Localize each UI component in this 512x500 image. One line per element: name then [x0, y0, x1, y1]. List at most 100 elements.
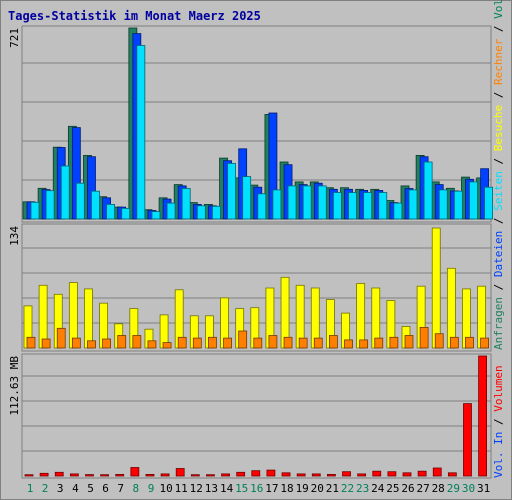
x-tick-label: 13 — [205, 482, 218, 495]
x-tick-label: 26 — [401, 482, 414, 495]
x-tick-label: 27 — [416, 482, 429, 495]
bar-volumen-16 — [251, 470, 261, 477]
bar-rechner-4 — [71, 337, 81, 349]
bar-volumen-5 — [85, 474, 94, 477]
x-tick-label: 21 — [326, 482, 339, 495]
chart-title: Tages-Statistik im Monat Maerz 2025 — [8, 9, 261, 23]
bar-volumen-1 — [24, 474, 34, 477]
bar-rechner-11 — [177, 336, 187, 349]
legend-separator: / — [492, 151, 505, 171]
bar-volumen-2 — [39, 472, 49, 477]
x-tick-label: 28 — [432, 482, 445, 495]
bar-rechner-26 — [404, 335, 414, 349]
bar-besuche-5 — [84, 288, 93, 349]
bar-seiten-28 — [438, 189, 448, 220]
bar-volumen-17 — [266, 469, 276, 477]
bar-volumen-8 — [130, 467, 140, 477]
bar-rechner-25 — [389, 336, 399, 349]
bar-besuche-29 — [446, 267, 456, 349]
bar-rechner-7 — [117, 335, 127, 349]
y-max-label-hits: 721 — [8, 28, 21, 48]
legend-text: Vol. In / Volumen — [492, 365, 505, 478]
bar-besuche-28 — [431, 227, 441, 349]
bar-volumen-6 — [100, 474, 109, 477]
bar-seiten-11 — [181, 188, 191, 220]
bar-seiten-3 — [60, 165, 70, 220]
bar-rechner-15 — [238, 330, 248, 349]
bar-rechner-22 — [344, 339, 353, 349]
bar-volumen-29 — [447, 472, 457, 477]
bar-seiten-5 — [91, 190, 100, 220]
x-tick-label: 17 — [265, 482, 278, 495]
bar-volumen-25 — [387, 471, 397, 477]
bar-rechner-21 — [328, 335, 338, 349]
bar-rechner-14 — [223, 337, 232, 349]
x-tick-label: 23 — [356, 482, 369, 495]
bar-seiten-18 — [287, 185, 297, 220]
x-tick-label: 4 — [72, 482, 79, 495]
bar-volumen-4 — [69, 473, 79, 477]
bar-seiten-12 — [196, 205, 206, 220]
legend-item: Besuche — [492, 105, 505, 151]
bar-seiten-16 — [257, 193, 267, 220]
x-tick-label: 19 — [296, 482, 309, 495]
bar-rechner-12 — [192, 337, 202, 349]
x-tick-label: 29 — [447, 482, 460, 495]
bar-volumen-15 — [236, 471, 246, 477]
bar-rechner-9 — [147, 340, 157, 349]
legend-item: Dateien — [492, 231, 505, 277]
bar-volumen-28 — [432, 467, 442, 477]
bar-seiten-20 — [317, 185, 327, 220]
x-tick-label: 5 — [87, 482, 94, 495]
x-tick-label: 3 — [57, 482, 64, 495]
legend-separator: / — [492, 277, 505, 297]
bar-rechner-17 — [268, 335, 278, 349]
bar-volumen-19 — [296, 473, 306, 477]
bar-rechner-13 — [208, 336, 217, 349]
panel-volume — [21, 353, 492, 479]
bar-seiten-9 — [151, 211, 161, 220]
bar-rechner-5 — [87, 340, 96, 349]
bar-volumen-26 — [402, 472, 412, 477]
bar-volumen-30 — [463, 403, 472, 477]
bar-volumen-18 — [281, 472, 291, 477]
bar-besuche-23 — [356, 283, 366, 349]
bar-seiten-13 — [212, 205, 221, 220]
chart-panels — [21, 25, 492, 479]
x-tick-label: 8 — [132, 482, 139, 495]
bar-rechner-20 — [313, 337, 323, 349]
bar-seiten-17 — [272, 189, 282, 220]
bar-rechner-2 — [41, 338, 51, 349]
bar-rechner-3 — [56, 327, 66, 349]
x-tick-label: 24 — [371, 482, 385, 495]
bar-seiten-15 — [242, 176, 252, 220]
x-tick-label: 11 — [175, 482, 188, 495]
bar-rechner-29 — [449, 336, 459, 349]
bar-seiten-21 — [332, 192, 342, 220]
bar-rechner-10 — [162, 342, 172, 349]
bar-rechner-24 — [374, 337, 384, 349]
legend-separator: / — [492, 211, 505, 231]
x-tick-label: 10 — [159, 482, 172, 495]
bar-besuche-2 — [38, 284, 48, 349]
bar-seiten-30 — [469, 181, 478, 220]
chart-bars — [22, 27, 494, 477]
bar-rechner-30 — [465, 336, 474, 349]
bar-seiten-31 — [484, 186, 494, 220]
legend-separator: / — [492, 19, 505, 39]
bar-seiten-14 — [227, 162, 236, 220]
bar-volumen-10 — [160, 473, 170, 477]
bar-rechner-27 — [419, 326, 429, 349]
bar-rechner-18 — [283, 336, 293, 349]
legend-item: Rechner — [492, 38, 505, 85]
bar-seiten-27 — [423, 161, 433, 220]
bar-volumen-31 — [478, 355, 488, 477]
bar-seiten-23 — [363, 192, 373, 220]
bar-seiten-2 — [45, 190, 55, 220]
x-tick-label: 14 — [220, 482, 234, 495]
x-tick-label: 22 — [341, 482, 354, 495]
legend-item: Vol. Out — [492, 0, 505, 19]
bar-volumen-27 — [417, 470, 427, 477]
legend-item: Volumen — [492, 365, 505, 411]
y-axis-labels: 721 134 112.63 MB — [8, 28, 21, 416]
